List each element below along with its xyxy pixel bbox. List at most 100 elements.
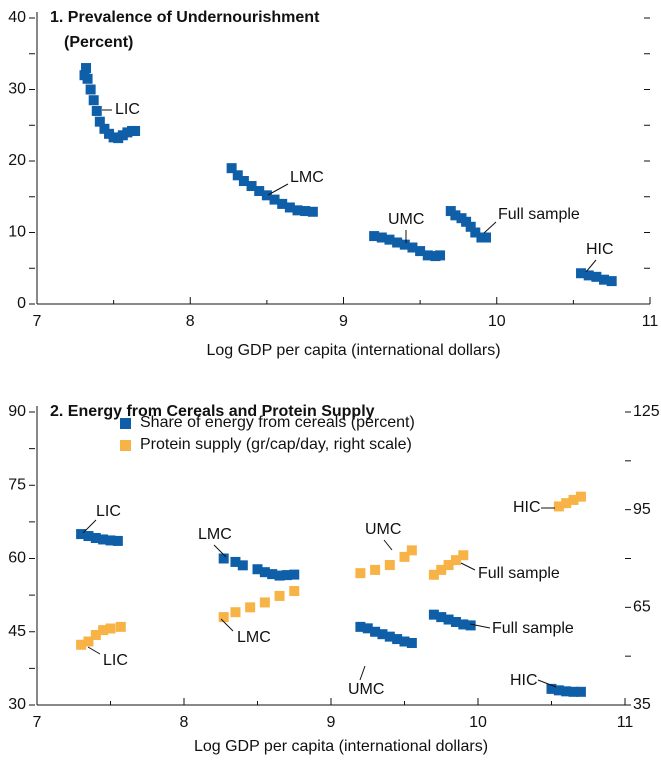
data-point — [130, 125, 141, 136]
label-leader — [359, 665, 366, 681]
data-point — [289, 569, 300, 580]
y2-tick-label: 35 — [633, 696, 651, 713]
data-point — [289, 586, 300, 597]
group-label: HIC — [510, 672, 538, 689]
label-leader — [82, 519, 97, 534]
data-point — [82, 73, 93, 84]
data-point — [399, 239, 410, 250]
label-leader — [220, 618, 234, 632]
data-point — [230, 556, 241, 567]
data-point — [252, 564, 263, 575]
data-point — [370, 564, 381, 575]
data-point — [267, 569, 278, 580]
data-point — [85, 84, 96, 95]
data-point — [606, 276, 617, 287]
x-tick-label: 11 — [617, 714, 634, 731]
data-point — [355, 568, 366, 579]
data-point — [259, 597, 270, 608]
data-point — [384, 631, 395, 642]
data-point — [599, 274, 610, 285]
data-point — [461, 216, 472, 227]
y-tick-label: 45 — [8, 623, 26, 640]
data-point — [90, 630, 101, 641]
data-point — [274, 590, 285, 601]
data-point — [407, 242, 418, 253]
data-point — [105, 623, 116, 634]
data-point — [232, 170, 243, 181]
data-point — [362, 623, 373, 634]
legend-swatch — [120, 440, 131, 451]
data-point — [370, 626, 381, 637]
label-leader — [483, 221, 497, 234]
data-point — [546, 683, 557, 694]
data-point — [415, 246, 426, 257]
group-label: UMC — [388, 211, 424, 228]
data-point — [254, 186, 265, 197]
x-tick-label: 10 — [488, 313, 506, 330]
x-tick-label: 7 — [33, 313, 42, 330]
label-leader — [585, 259, 597, 273]
data-point — [238, 176, 249, 187]
y2-tick-label: 65 — [633, 599, 651, 616]
y-tick-label: 10 — [8, 224, 26, 241]
data-point — [94, 116, 105, 127]
data-point — [269, 194, 280, 205]
data-point — [237, 560, 248, 571]
data-point — [553, 501, 564, 512]
data-point — [399, 551, 410, 562]
data-point — [377, 629, 388, 640]
data-point — [406, 637, 417, 648]
label-leader — [469, 623, 491, 629]
data-point — [481, 232, 492, 243]
data-point — [450, 616, 461, 627]
data-point — [568, 686, 579, 697]
group-label: Full sample — [478, 565, 560, 582]
data-point — [561, 686, 572, 697]
data-point — [277, 198, 288, 209]
legend-swatch — [120, 418, 131, 429]
data-point — [261, 190, 272, 201]
y-tick-label: 40 — [8, 9, 26, 26]
data-point — [450, 555, 461, 566]
label-leader — [87, 646, 101, 655]
data-point — [435, 250, 446, 261]
data-point — [450, 210, 461, 221]
y-tick-label: 20 — [8, 152, 26, 169]
data-point — [81, 63, 92, 74]
data-point — [561, 498, 572, 509]
data-point — [98, 625, 109, 636]
group-label: Full sample — [498, 206, 580, 223]
data-point — [384, 234, 395, 245]
chart-title: 2. Energy from Cereals and Protein Suppl… — [50, 403, 375, 420]
data-point — [575, 686, 586, 697]
group-label: LIC — [96, 503, 121, 520]
x-axis-label: Log GDP per capita (international dollar… — [194, 738, 488, 755]
data-point — [274, 570, 285, 581]
data-point — [443, 614, 454, 625]
data-point — [292, 205, 303, 216]
data-point — [284, 202, 295, 213]
chart-subtitle: (Percent) — [64, 34, 133, 51]
data-point — [98, 534, 109, 545]
data-point — [428, 569, 439, 580]
legend-label: Protein supply (gr/cap/day, right scale) — [140, 436, 412, 453]
group-label: LMC — [290, 169, 324, 186]
y-tick-label: 60 — [8, 550, 26, 567]
label-leader — [267, 183, 289, 196]
label-leader — [383, 539, 393, 551]
data-point — [99, 123, 110, 134]
data-point — [465, 620, 476, 631]
x-tick-label: 8 — [180, 714, 189, 731]
group-label: UMC — [365, 521, 401, 538]
data-point — [245, 602, 256, 613]
data-point — [465, 221, 476, 232]
data-point — [553, 685, 564, 696]
group-label: Full sample — [492, 620, 574, 637]
data-point — [300, 206, 311, 217]
y2-tick-label: 95 — [633, 501, 651, 518]
y-tick-label: 30 — [8, 81, 26, 98]
data-point — [91, 105, 102, 116]
data-point — [436, 612, 447, 623]
data-point — [226, 163, 237, 174]
